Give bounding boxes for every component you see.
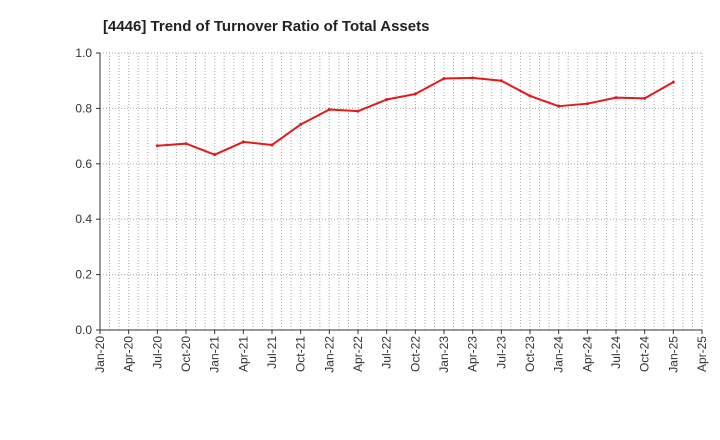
- data-point: [413, 92, 417, 96]
- x-tick-label: Apr-21: [236, 336, 250, 372]
- data-point: [557, 104, 561, 108]
- data-point: [184, 142, 188, 146]
- y-tick-label: 1.0: [75, 46, 92, 60]
- data-point: [385, 98, 389, 102]
- series-layer: [155, 76, 675, 157]
- x-tick-label: Apr-25: [695, 336, 709, 372]
- y-tick-label: 0.4: [75, 212, 92, 226]
- x-tick-label: Jan-24: [552, 336, 566, 373]
- data-point: [327, 108, 331, 112]
- y-tick-label: 0.2: [75, 268, 92, 282]
- y-tick-label: 0.6: [75, 157, 92, 171]
- x-tick-label: Jan-22: [322, 336, 336, 373]
- x-tick-label: Oct-24: [638, 336, 652, 372]
- data-point: [528, 94, 532, 98]
- x-tick-label: Apr-20: [122, 336, 136, 372]
- chart-title: [4446] Trend of Turnover Ratio of Total …: [103, 18, 429, 35]
- x-tick-label: Apr-23: [466, 336, 480, 372]
- x-tick-label: Jan-20: [93, 336, 107, 373]
- data-point: [241, 140, 245, 144]
- axes: [96, 52, 703, 334]
- x-tick-label: Oct-21: [294, 336, 308, 372]
- y-tick-label: 0.0: [75, 323, 92, 337]
- data-point: [643, 96, 647, 100]
- y-tick-label: 0.8: [75, 101, 92, 115]
- x-tick-label: Jan-23: [437, 336, 451, 373]
- x-tick-label: Jul-22: [380, 336, 394, 369]
- data-point: [155, 144, 159, 148]
- data-point: [356, 109, 360, 113]
- x-tick-label: Oct-23: [523, 336, 537, 372]
- x-tick-label: Jul-21: [265, 336, 279, 369]
- data-point: [471, 76, 475, 80]
- data-point: [499, 79, 503, 83]
- data-point: [671, 80, 675, 84]
- x-tick-label: Oct-20: [179, 336, 193, 372]
- data-point: [213, 153, 217, 157]
- x-tick-label: Jan-21: [208, 336, 222, 373]
- x-tick-label: Apr-24: [580, 336, 594, 372]
- x-tick-labels: Jan-20 Apr-20 Jul-20 Oct-20 Jan-21 Apr-21 Jul-…: [93, 336, 709, 373]
- x-tick-label: Apr-22: [351, 336, 365, 372]
- data-point: [614, 96, 618, 100]
- x-tick-label: Jul-20: [150, 336, 164, 369]
- x-tick-label: Oct-22: [408, 336, 422, 372]
- x-tick-label: Jul-24: [609, 336, 623, 369]
- data-point: [442, 76, 446, 80]
- data-point: [299, 122, 303, 126]
- data-point: [585, 102, 589, 106]
- grid: [100, 52, 703, 330]
- x-tick-label: Jan-25: [666, 336, 680, 373]
- x-tick-label: Jul-23: [494, 336, 508, 369]
- y-tick-labels: 0.0 0.2 0.4 0.6 0.8 1.0: [75, 46, 92, 337]
- data-point: [270, 143, 274, 147]
